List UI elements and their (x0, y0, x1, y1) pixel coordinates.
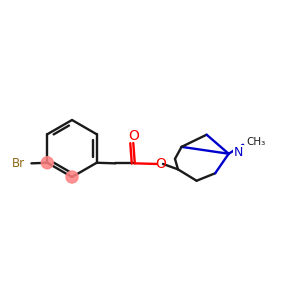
Text: Br: Br (11, 157, 25, 170)
Text: CH₃: CH₃ (247, 137, 266, 147)
Text: O: O (155, 157, 166, 171)
Text: N: N (234, 146, 243, 159)
Text: O: O (128, 129, 139, 143)
Circle shape (41, 157, 53, 169)
Circle shape (66, 171, 78, 183)
